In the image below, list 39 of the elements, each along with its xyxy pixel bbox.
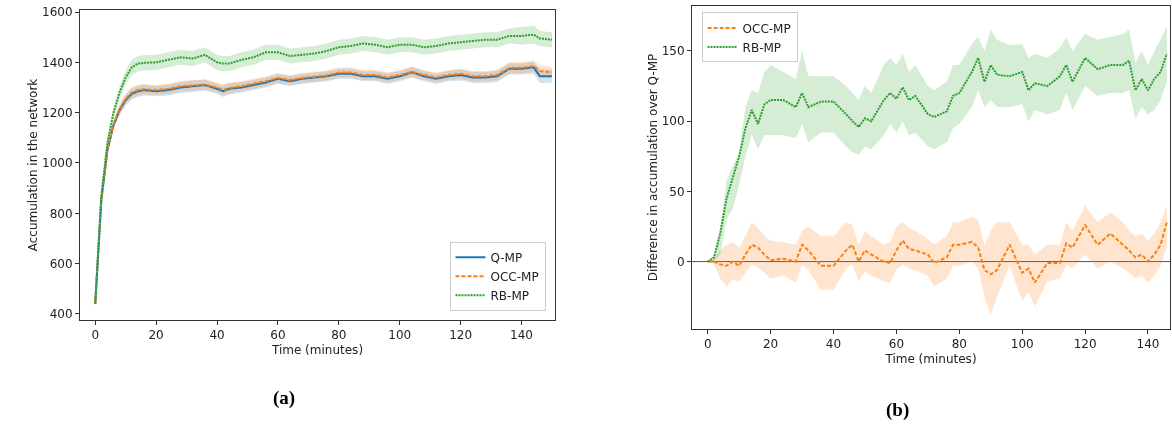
y-tick-label: 1200 <box>42 105 73 120</box>
y-tick-label: 400 <box>49 307 73 322</box>
x-tick-label: 60 <box>888 337 905 352</box>
x-tick-label: 140 <box>510 328 533 343</box>
text: (b) <box>886 399 910 421</box>
y-tick-label: 50 <box>669 184 685 199</box>
x-tick-label: 120 <box>449 328 473 343</box>
x-tick-label: 60 <box>270 328 286 343</box>
line-series <box>706 221 1168 284</box>
x-tick-label: 140 <box>1136 337 1160 352</box>
y-axis-title: Difference in accumulation over Q-MP <box>645 53 660 282</box>
y-axis-title: Accumulation in the network <box>26 78 41 252</box>
legend-label: RB-MP <box>742 40 782 55</box>
text: (a) <box>273 387 296 409</box>
y-tick-label: 0 <box>676 254 685 269</box>
legend-label: RB-MP <box>490 288 529 303</box>
x-tick-label: 40 <box>209 328 225 343</box>
y-tick-label: 800 <box>49 206 73 221</box>
x-tick-label: 0 <box>703 337 712 352</box>
x-tick-label: 120 <box>1073 337 1097 352</box>
legend-label: Q-MP <box>490 250 523 265</box>
y-tick-label: 150 <box>661 44 685 59</box>
x-tick-label: 80 <box>951 337 967 352</box>
x-tick-label: 0 <box>91 328 100 343</box>
legend-label: OCC-MP <box>742 21 791 36</box>
y-tick-label: 1000 <box>42 156 73 171</box>
x-tick-label: 20 <box>148 328 164 343</box>
x-tick-label: 100 <box>388 328 412 343</box>
y-tick-label: 100 <box>661 114 685 129</box>
y-tick-label: 1600 <box>42 5 73 20</box>
y-tick-label: 1400 <box>42 55 73 70</box>
x-axis-title: Time (minutes) <box>884 352 977 367</box>
x-axis-title: Time (minutes) <box>270 343 364 358</box>
legend-label: OCC-MP <box>490 269 539 284</box>
x-tick-label: 20 <box>762 337 779 352</box>
x-tick-label: 40 <box>825 337 842 352</box>
y-tick-label: 600 <box>49 256 73 271</box>
x-tick-label: 100 <box>1010 337 1034 352</box>
x-tick-label: 80 <box>331 328 347 343</box>
